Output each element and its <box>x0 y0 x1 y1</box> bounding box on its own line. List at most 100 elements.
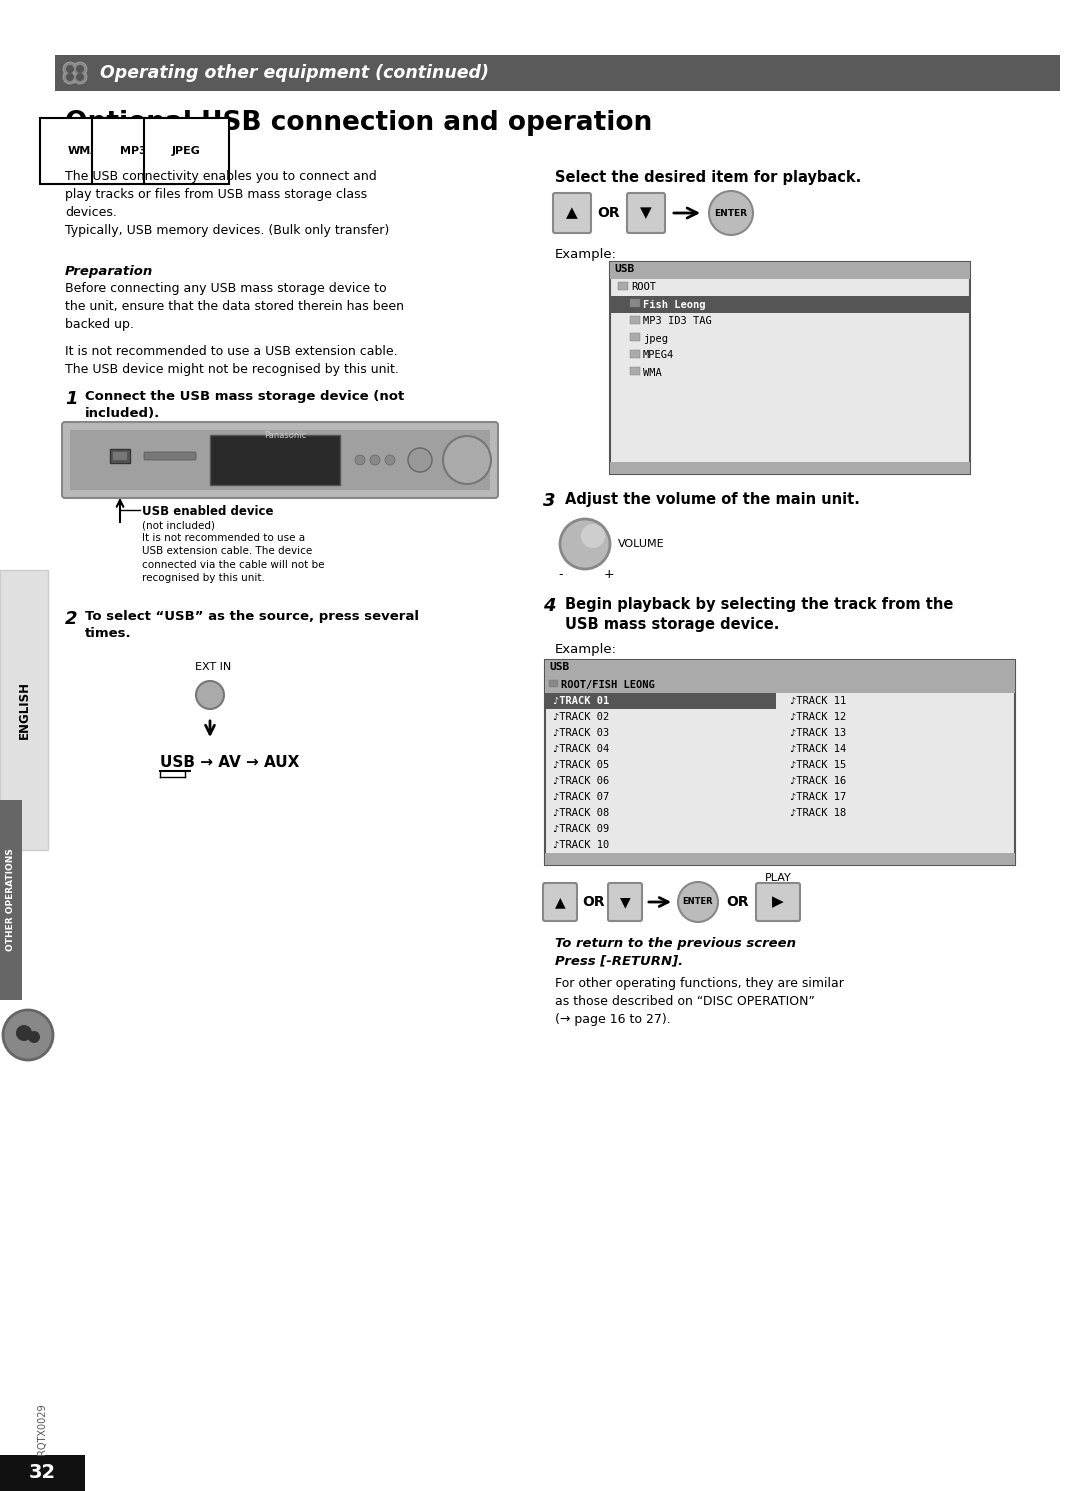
Bar <box>0 570 48 850</box>
Bar <box>0 801 22 1000</box>
Circle shape <box>581 523 605 549</box>
Text: Before connecting any USB mass storage device to
the unit, ensure that the data : Before connecting any USB mass storage d… <box>65 282 404 331</box>
Circle shape <box>76 66 84 73</box>
Text: ♪TRACK 12: ♪TRACK 12 <box>789 713 847 722</box>
Text: ♪TRACK 10: ♪TRACK 10 <box>553 839 609 850</box>
Text: EXT IN: EXT IN <box>195 662 231 672</box>
Text: PLAY: PLAY <box>765 874 792 883</box>
Circle shape <box>384 455 395 465</box>
Text: ENTER: ENTER <box>715 209 747 218</box>
Text: USB → AV → AUX: USB → AV → AUX <box>160 754 299 769</box>
Text: MP3: MP3 <box>120 146 147 157</box>
Bar <box>630 332 640 341</box>
Text: ♪TRACK 07: ♪TRACK 07 <box>553 792 609 802</box>
Text: Optional USB connection and operation: Optional USB connection and operation <box>65 110 652 136</box>
Bar <box>110 449 130 464</box>
Text: 3: 3 <box>543 492 555 510</box>
Bar <box>630 367 640 376</box>
Text: jpeg: jpeg <box>643 334 669 343</box>
Circle shape <box>73 70 87 83</box>
Bar <box>546 693 777 710</box>
Circle shape <box>66 66 75 73</box>
Text: ▲: ▲ <box>566 206 578 221</box>
Text: 32: 32 <box>28 1464 55 1482</box>
Text: 4: 4 <box>543 596 555 614</box>
Bar <box>70 429 490 491</box>
Text: Preparation: Preparation <box>65 265 153 277</box>
Bar <box>630 350 640 358</box>
Text: 2: 2 <box>65 610 78 628</box>
Circle shape <box>63 70 77 83</box>
Text: (not included)
It is not recommended to use a
USB extension cable. The device
co: (not included) It is not recommended to … <box>141 520 324 583</box>
Text: ♪TRACK 03: ♪TRACK 03 <box>553 728 609 738</box>
Text: +: + <box>604 568 615 581</box>
Text: Example:: Example: <box>555 248 617 261</box>
Bar <box>210 435 340 485</box>
Text: Operating other equipment (continued): Operating other equipment (continued) <box>100 64 489 82</box>
Text: ♪TRACK 18: ♪TRACK 18 <box>789 808 847 819</box>
Bar <box>545 661 1015 865</box>
Bar <box>630 316 640 324</box>
Text: To return to the previous screen: To return to the previous screen <box>555 936 796 950</box>
Text: ROOT/FISH LEONG: ROOT/FISH LEONG <box>561 680 654 690</box>
Text: RQTX0029: RQTX0029 <box>37 1403 48 1455</box>
Circle shape <box>355 455 365 465</box>
Bar <box>630 300 640 307</box>
Text: ♪TRACK 17: ♪TRACK 17 <box>789 792 847 802</box>
Bar <box>549 680 558 687</box>
Text: USB: USB <box>549 662 569 672</box>
Text: Fish Leong: Fish Leong <box>643 300 705 310</box>
Text: OR: OR <box>597 206 620 221</box>
Text: ♪TRACK 05: ♪TRACK 05 <box>553 760 609 769</box>
Bar <box>610 262 970 279</box>
Circle shape <box>76 73 84 81</box>
Circle shape <box>66 73 75 81</box>
Circle shape <box>73 63 87 76</box>
Text: -: - <box>558 568 564 581</box>
FancyBboxPatch shape <box>608 883 642 921</box>
Text: ▶: ▶ <box>772 895 784 910</box>
Circle shape <box>443 435 491 485</box>
Bar <box>545 661 1015 677</box>
Circle shape <box>408 447 432 473</box>
Text: ♪TRACK 09: ♪TRACK 09 <box>553 825 609 833</box>
FancyBboxPatch shape <box>627 192 665 233</box>
Bar <box>0 1455 85 1491</box>
Text: ♪TRACK 02: ♪TRACK 02 <box>553 713 609 722</box>
Text: To select “USB” as the source, press several
times.: To select “USB” as the source, press sev… <box>85 610 419 640</box>
Text: ▲: ▲ <box>555 895 565 910</box>
Text: ♪TRACK 15: ♪TRACK 15 <box>789 760 847 769</box>
Text: JPEG: JPEG <box>172 146 201 157</box>
Bar <box>55 55 1059 91</box>
Bar <box>545 677 1015 693</box>
Text: ♪TRACK 06: ♪TRACK 06 <box>553 775 609 786</box>
Text: ♪TRACK 16: ♪TRACK 16 <box>789 775 847 786</box>
Bar <box>618 282 627 291</box>
Text: ♪TRACK 11: ♪TRACK 11 <box>789 696 847 707</box>
Text: WMA: WMA <box>643 367 662 377</box>
Text: Panasonic: Panasonic <box>264 431 306 440</box>
Circle shape <box>195 681 224 710</box>
Text: ROOT: ROOT <box>631 282 656 292</box>
Text: USB: USB <box>615 264 634 274</box>
Bar <box>545 853 1015 865</box>
Text: ♪TRACK 13: ♪TRACK 13 <box>789 728 847 738</box>
Text: OTHER OPERATIONS: OTHER OPERATIONS <box>6 848 15 951</box>
Text: Example:: Example: <box>555 643 617 656</box>
Bar <box>610 462 970 474</box>
Circle shape <box>28 1030 40 1044</box>
FancyBboxPatch shape <box>62 422 498 498</box>
Circle shape <box>3 1009 53 1060</box>
Text: USB enabled device: USB enabled device <box>141 505 273 517</box>
Text: OR: OR <box>726 895 748 910</box>
FancyBboxPatch shape <box>543 883 577 921</box>
Text: ♪TRACK 14: ♪TRACK 14 <box>789 744 847 754</box>
Circle shape <box>370 455 380 465</box>
Circle shape <box>678 883 718 921</box>
Text: It is not recommended to use a USB extension cable.
The USB device might not be : It is not recommended to use a USB exten… <box>65 344 399 376</box>
Text: Press [-RETURN].: Press [-RETURN]. <box>555 954 684 968</box>
FancyBboxPatch shape <box>756 883 800 921</box>
FancyBboxPatch shape <box>144 452 195 461</box>
Text: WMA: WMA <box>68 146 99 157</box>
Text: ENTER: ENTER <box>683 898 713 907</box>
